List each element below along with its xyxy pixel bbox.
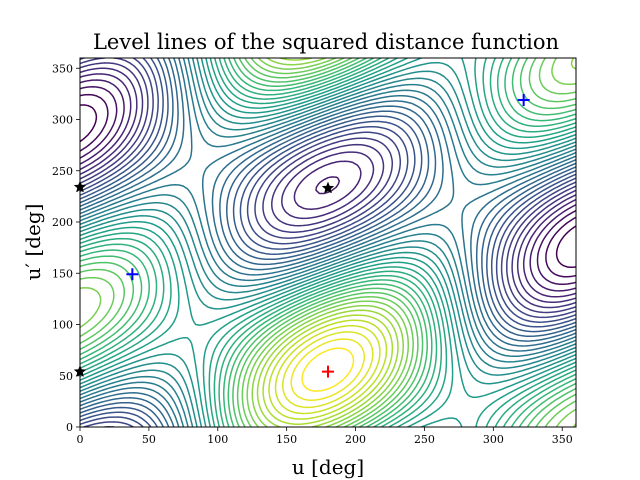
y-tick-label: 250 xyxy=(52,165,73,178)
x-tick-label: 200 xyxy=(345,433,366,446)
contour-level xyxy=(80,58,576,427)
contour-level xyxy=(80,58,576,427)
contour-level xyxy=(80,93,576,278)
x-tick-label: 300 xyxy=(483,433,504,446)
x-tick-label: 0 xyxy=(77,433,84,446)
contour-level xyxy=(80,58,576,427)
x-tick-label: 250 xyxy=(414,433,435,446)
y-tick-label: 50 xyxy=(59,370,73,383)
contour-level xyxy=(80,58,576,427)
y-tick-label: 300 xyxy=(52,114,73,127)
contour-level xyxy=(80,58,576,427)
contour-level xyxy=(262,314,394,425)
x-tick-label: 350 xyxy=(552,433,573,446)
x-tick-label: 50 xyxy=(142,433,156,446)
contour-level xyxy=(80,58,576,427)
contour-level xyxy=(251,58,576,427)
maximum-plus-marker xyxy=(322,365,334,378)
contour-level xyxy=(301,347,355,392)
contour-level xyxy=(290,338,366,401)
y-tick-label: 150 xyxy=(52,267,73,280)
minimum-plus-marker xyxy=(126,268,139,281)
y-tick-label: 100 xyxy=(52,319,73,332)
contour-level xyxy=(80,58,576,427)
contour-level xyxy=(80,104,576,269)
y-axis-ticks: 0 50 100 150 200 250 300 350 xyxy=(52,62,80,434)
contour-level xyxy=(80,73,576,298)
chart-title: Level lines of the squared distance func… xyxy=(93,30,559,54)
saddle-star-marker xyxy=(321,181,335,194)
y-tick-label: 350 xyxy=(52,62,73,75)
contour-level xyxy=(80,58,576,427)
contour-level xyxy=(80,58,576,427)
x-tick-label: 100 xyxy=(207,433,228,446)
y-tick-label: 200 xyxy=(52,216,73,229)
contour-level xyxy=(80,58,576,427)
x-axis-ticks: 0 50 100 150 200 250 300 350 xyxy=(77,427,573,446)
contour-level xyxy=(80,58,576,427)
contour-level xyxy=(80,58,576,427)
contour-level xyxy=(80,58,576,427)
contour-level xyxy=(80,67,576,304)
contour-level xyxy=(80,58,576,427)
x-tick-label: 150 xyxy=(276,433,297,446)
y-tick-label: 0 xyxy=(66,421,73,434)
x-axis-label: u [deg] xyxy=(292,455,364,479)
contour-level xyxy=(80,58,576,427)
contour-level xyxy=(80,58,576,427)
contour-level xyxy=(80,58,576,427)
contour-level xyxy=(268,319,388,420)
contour-level xyxy=(80,58,576,427)
minimum-plus-marker xyxy=(517,94,530,107)
contour-level xyxy=(80,58,576,427)
contour-lines xyxy=(80,58,576,427)
contour-level xyxy=(256,58,399,427)
contour-level xyxy=(80,62,576,309)
y-axis-label: u′ [deg] xyxy=(21,204,45,281)
contour-level xyxy=(80,58,576,427)
contour-level xyxy=(281,331,374,409)
plot-frame xyxy=(79,57,577,428)
contour-level xyxy=(80,58,576,427)
contour-level xyxy=(274,325,381,415)
contour-level xyxy=(80,58,576,427)
contour-level xyxy=(80,58,576,427)
contour-level xyxy=(80,58,576,427)
